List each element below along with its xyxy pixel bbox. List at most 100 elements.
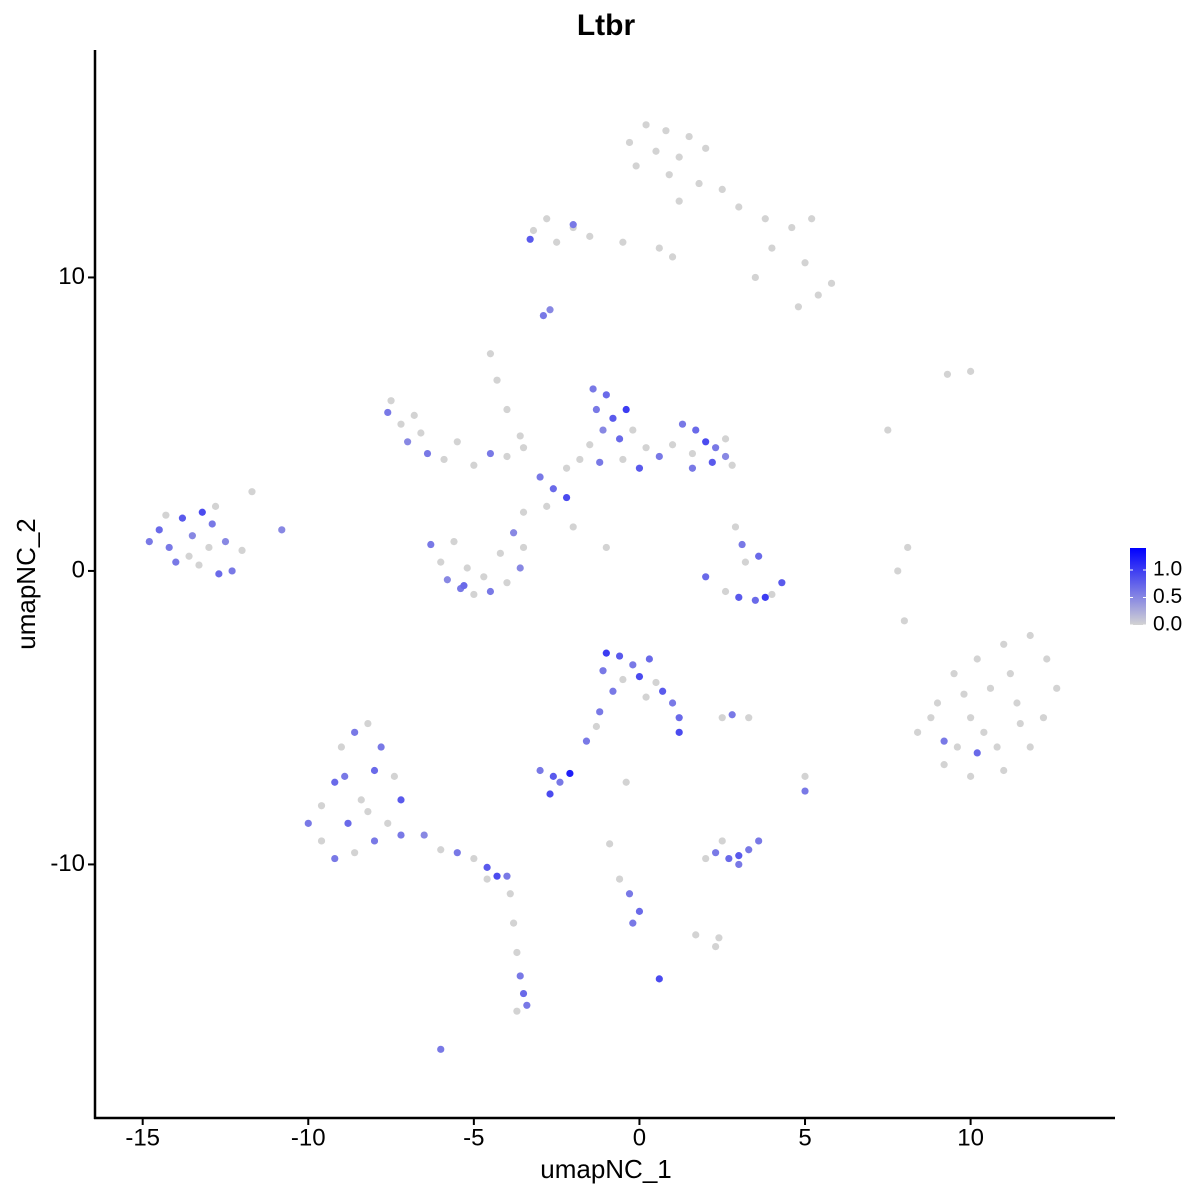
point [788, 223, 796, 232]
point [503, 405, 511, 414]
point [622, 405, 630, 414]
point [1053, 684, 1061, 692]
point [387, 397, 395, 405]
point [556, 778, 564, 786]
point [470, 590, 478, 599]
point [735, 860, 743, 869]
point [1000, 766, 1008, 775]
point [675, 197, 683, 205]
point [619, 675, 627, 684]
point [1000, 640, 1008, 648]
point [453, 849, 461, 857]
point [460, 582, 468, 590]
point [496, 549, 504, 557]
point [827, 279, 836, 287]
point [655, 452, 663, 461]
point [513, 948, 521, 957]
point [953, 743, 961, 751]
point [586, 232, 594, 240]
point [702, 144, 710, 152]
point [503, 452, 511, 461]
point [509, 919, 518, 927]
point [463, 564, 471, 572]
point [761, 593, 769, 601]
colorbar-label: 0.5 [1153, 585, 1182, 608]
point [606, 840, 614, 848]
point [808, 215, 816, 223]
point [539, 312, 548, 320]
point [735, 852, 743, 860]
point [599, 426, 607, 434]
point [702, 438, 710, 446]
colorbar-label: 1.0 [1153, 558, 1182, 581]
point [894, 567, 902, 575]
point [341, 772, 349, 780]
point [364, 807, 372, 816]
point [629, 426, 637, 434]
point [712, 943, 720, 951]
point [357, 796, 365, 804]
point [384, 819, 392, 827]
point [351, 849, 359, 857]
point [404, 438, 412, 446]
point [738, 540, 746, 549]
point [211, 502, 220, 510]
point [980, 728, 988, 736]
point [761, 215, 769, 223]
point [741, 558, 750, 566]
x-tick-label: 10 [957, 1124, 984, 1151]
point [642, 444, 650, 452]
point [450, 537, 458, 546]
x-tick-label: 5 [798, 1124, 811, 1151]
point [1026, 743, 1034, 751]
point [678, 420, 687, 428]
point [562, 493, 571, 502]
point [589, 385, 597, 393]
point [162, 511, 170, 519]
point [397, 831, 405, 839]
x-axis-label: umapNC_1 [540, 1154, 672, 1184]
point [364, 719, 372, 728]
point [635, 464, 644, 472]
point [927, 714, 935, 722]
point [993, 743, 1001, 751]
point [721, 452, 730, 461]
point [592, 722, 600, 731]
point [178, 514, 187, 522]
point [205, 543, 213, 552]
point [208, 520, 216, 528]
point [659, 687, 667, 695]
point [801, 787, 809, 795]
point [1043, 655, 1051, 663]
point [675, 153, 683, 161]
point [526, 235, 534, 243]
point [655, 975, 663, 983]
point [615, 652, 624, 660]
point [768, 590, 776, 599]
point [543, 502, 551, 510]
point [437, 558, 445, 566]
point [794, 303, 803, 311]
point [509, 529, 518, 537]
colorbar-label: 0.0 [1153, 613, 1182, 636]
point [728, 461, 736, 469]
point [702, 573, 710, 581]
point [198, 508, 206, 516]
point [370, 837, 379, 845]
point [221, 537, 230, 546]
point [549, 485, 557, 493]
point [642, 121, 650, 129]
point [745, 714, 753, 722]
point [814, 291, 822, 299]
colorbar [1130, 548, 1146, 625]
point [523, 1001, 531, 1009]
point [516, 564, 524, 572]
point [662, 127, 670, 135]
point [967, 367, 975, 375]
point [615, 875, 624, 883]
point [486, 587, 495, 596]
point [483, 863, 491, 871]
point [397, 796, 405, 804]
point [576, 455, 584, 464]
point [592, 405, 600, 414]
